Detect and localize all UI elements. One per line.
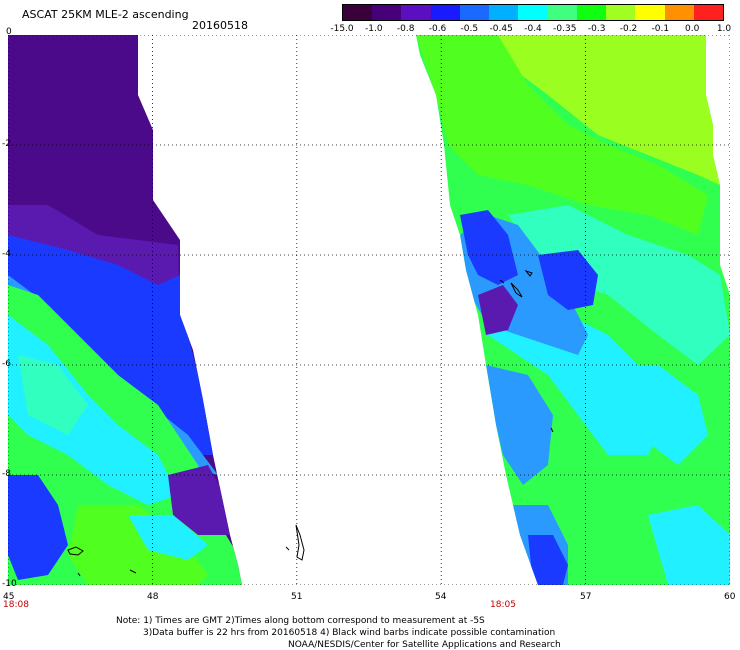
coastline-island	[510, 282, 523, 298]
x-axis-label: 45	[3, 592, 15, 602]
colorbar-label: -0.2	[619, 24, 638, 34]
x-axis-label: 60	[724, 592, 736, 602]
time-label: 18:05	[490, 600, 516, 610]
coastlines	[67, 269, 554, 577]
swath-left-cyan	[8, 315, 178, 505]
note-line-3: NOAA/NESDIS/Center for Satellite Applica…	[288, 640, 561, 650]
coastline-island	[77, 572, 81, 577]
colorbar-label: -0.5	[460, 24, 479, 34]
y-axis-label: -2	[2, 139, 11, 149]
x-axis-label: 54	[435, 592, 447, 602]
colorbar-swatch-10	[635, 5, 665, 20]
swath-left-brightgreen	[68, 505, 208, 585]
coastline-island	[499, 279, 505, 284]
grid-lines	[8, 35, 730, 585]
coastline-island	[524, 269, 533, 277]
swath-right-lime	[498, 35, 720, 185]
colorbar-swatch-9	[606, 5, 636, 20]
colorbar-label: 0.0	[684, 24, 700, 34]
swath-right-purple	[478, 285, 518, 335]
map-plot-area	[8, 35, 730, 585]
coastline-island	[129, 569, 137, 574]
coastline-island	[295, 524, 305, 561]
colorbar-label: -0.45	[489, 24, 513, 34]
swath-right-aqua	[508, 205, 730, 365]
y-axis-label: -10	[2, 579, 17, 589]
colorbar-swatch-2	[401, 5, 431, 20]
colorbar-swatch-8	[576, 5, 607, 20]
swath-right-cyan2	[608, 365, 708, 465]
colorbar-label: -0.35	[553, 24, 577, 34]
colorbar-swatch-1	[372, 5, 402, 20]
y-axis-label: -8	[2, 469, 11, 479]
map-canvas	[8, 35, 730, 585]
colorbar-swatch-5	[489, 5, 519, 20]
x-axis-label: 57	[580, 592, 592, 602]
swath-right-blue3	[528, 535, 568, 585]
swath-right-lightblue2	[486, 365, 553, 485]
swath-left-blue	[8, 235, 218, 455]
swath-right	[416, 35, 730, 585]
colorbar-swatch-11	[664, 5, 694, 20]
colorbar-label: -0.8	[396, 24, 415, 34]
colorbar-swatch-0	[343, 5, 373, 20]
colorbar-label: -0.3	[587, 24, 606, 34]
note-line-1: Note: 1) Times are GMT 2)Times along bot…	[116, 616, 485, 626]
time-label: 18:08	[3, 600, 29, 610]
colorbar-swatch-12	[693, 5, 724, 20]
swath-right-blue2	[538, 250, 598, 310]
swath-left-aqua	[18, 355, 88, 435]
note-line-2: 3)Data buffer is 22 hrs from 20160518 4)…	[143, 628, 556, 638]
colorbar-label: -0.6	[428, 24, 447, 34]
colorbar-label: -1.0	[365, 24, 383, 34]
swath-left-blue-blob	[8, 475, 68, 580]
coastline-island	[285, 546, 290, 551]
y-axis-label: -4	[2, 249, 11, 259]
colorbar-label: -0.1	[651, 24, 670, 34]
colorbar-label: -15.0	[330, 24, 354, 34]
x-axis-label: 51	[291, 592, 303, 602]
x-axis-label: 48	[147, 592, 159, 602]
colorbar-swatch-4	[459, 5, 490, 20]
colorbar-swatch-6	[518, 5, 548, 20]
colorbar	[342, 4, 724, 21]
coastline-island	[67, 546, 84, 556]
colorbar-label: 1.0	[716, 24, 732, 34]
chart-title: ASCAT 25KM MLE-2 ascending	[22, 8, 189, 21]
swath-left	[8, 35, 242, 585]
swath-right-blue	[460, 210, 518, 285]
chart-date: 20160518	[192, 19, 248, 32]
colorbar-swatch-7	[547, 5, 577, 20]
colorbar-label: -0.4	[524, 24, 542, 34]
colorbar-ticks: -15.0 -1.0 -0.8 -0.6 -0.5 -0.45 -0.4 -0.…	[330, 24, 732, 36]
swath-right-brightgreen	[416, 35, 708, 235]
colorbar-swatch-3	[430, 5, 460, 20]
swath-left-cyan-blob	[128, 515, 208, 560]
coastline-island	[550, 427, 554, 433]
y-axis-label: -6	[2, 359, 11, 369]
y-axis-label: 0	[6, 27, 12, 37]
swath-right-cyan3	[648, 505, 730, 585]
swath-left-purple-blob	[168, 465, 230, 535]
